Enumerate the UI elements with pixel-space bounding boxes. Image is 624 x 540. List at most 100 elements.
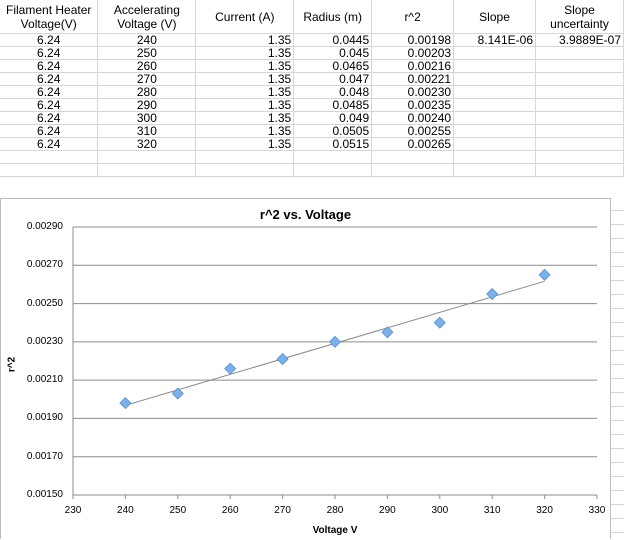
cell[interactable] [453, 72, 536, 86]
cell[interactable]: 0.00255 [371, 124, 455, 138]
data-point[interactable] [119, 397, 132, 410]
data-point[interactable] [486, 287, 499, 301]
cell[interactable]: 1.35 [195, 33, 295, 47]
cell[interactable]: 300 [97, 111, 197, 125]
chart[interactable]: r^2 vs. Voltage r^2 Voltage V 0.00150 0.0… [0, 198, 611, 539]
cell[interactable] [453, 59, 536, 73]
cell[interactable] [535, 46, 624, 60]
cell[interactable] [535, 72, 624, 86]
cell[interactable]: 0.00203 [371, 46, 455, 60]
cell[interactable]: 3.9889E-07 [535, 33, 624, 47]
cell[interactable]: 240 [97, 33, 197, 47]
cell[interactable]: 6.24 [0, 137, 99, 151]
cell[interactable]: 0.00216 [371, 59, 455, 73]
cell[interactable]: 0.045 [293, 46, 373, 60]
header-cell[interactable]: Slope uncertainty [535, 0, 624, 34]
cell[interactable]: 0.00198 [371, 33, 455, 47]
cell[interactable]: 0.0515 [293, 137, 373, 151]
cell[interactable] [371, 163, 455, 177]
cell[interactable] [453, 111, 536, 125]
cell[interactable] [371, 150, 455, 164]
cell[interactable] [0, 163, 99, 177]
cell[interactable]: 6.24 [0, 124, 99, 138]
cell[interactable] [535, 163, 624, 177]
data-point[interactable] [538, 268, 551, 281]
cell[interactable]: 280 [97, 85, 197, 99]
cell[interactable]: 0.049 [293, 111, 373, 125]
cell[interactable] [97, 163, 197, 177]
cell[interactable]: 6.24 [0, 46, 99, 60]
cell[interactable] [535, 137, 624, 151]
cell[interactable] [453, 124, 536, 138]
data-point[interactable] [381, 326, 394, 339]
data-table: Filament Heater Voltage(V) Accelerating … [0, 0, 624, 177]
cell[interactable]: 250 [97, 46, 197, 60]
cell[interactable]: 1.35 [195, 59, 295, 73]
x-tick-label: 300 [431, 505, 449, 516]
table-row: 6.24 260 1.35 0.0465 0.00216 [0, 59, 624, 73]
cell[interactable] [535, 124, 624, 138]
cell[interactable] [453, 98, 536, 112]
data-point[interactable] [276, 353, 289, 366]
cell[interactable]: 1.35 [195, 137, 295, 151]
data-point[interactable] [171, 387, 184, 400]
cell[interactable]: 6.24 [0, 72, 99, 86]
cell[interactable]: 270 [97, 72, 197, 86]
cell[interactable] [535, 59, 624, 73]
cell[interactable]: 0.00221 [371, 72, 455, 86]
cell[interactable]: 6.24 [0, 111, 99, 125]
header-row: Filament Heater Voltage(V) Accelerating … [0, 0, 624, 34]
cell[interactable] [97, 150, 197, 164]
cell[interactable] [195, 150, 295, 164]
cell[interactable]: 6.24 [0, 33, 99, 47]
cell[interactable] [293, 163, 373, 177]
cell[interactable]: 1.35 [195, 124, 295, 138]
cell[interactable] [453, 150, 536, 164]
cell[interactable] [453, 85, 536, 99]
header-cell[interactable]: Slope [453, 0, 536, 34]
cell[interactable]: 310 [97, 124, 197, 138]
data-point[interactable] [433, 316, 446, 329]
cell[interactable]: 6.24 [0, 85, 99, 99]
cell[interactable]: 8.141E-06 [453, 33, 536, 47]
data-point[interactable] [224, 362, 237, 375]
data-point[interactable] [328, 335, 342, 348]
cell[interactable]: 0.00265 [371, 137, 455, 151]
cell[interactable] [0, 150, 99, 164]
cell[interactable]: 0.047 [293, 72, 373, 86]
y-tick-label: 0.00190 [26, 412, 63, 424]
cell[interactable]: 0.00230 [371, 85, 455, 99]
cell[interactable]: 0.0505 [293, 124, 373, 138]
cell[interactable]: 1.35 [195, 72, 295, 86]
cell[interactable]: 1.35 [195, 85, 295, 99]
cell[interactable]: 6.24 [0, 98, 99, 112]
cell[interactable] [535, 111, 624, 125]
cell[interactable]: 6.24 [0, 59, 99, 73]
cell[interactable] [535, 150, 624, 164]
cell[interactable] [453, 46, 536, 60]
cell[interactable]: 0.048 [293, 85, 373, 99]
x-tick-label: 320 [536, 505, 553, 516]
cell[interactable] [453, 137, 536, 151]
cell[interactable] [195, 163, 295, 177]
cell[interactable]: 0.00235 [371, 98, 455, 112]
cell[interactable]: 1.35 [195, 46, 295, 60]
header-cell[interactable]: Accelerating Voltage (V) [97, 0, 197, 34]
cell[interactable]: 0.0485 [293, 98, 373, 112]
cell[interactable]: 260 [97, 59, 197, 73]
cell[interactable]: 320 [97, 137, 197, 151]
cell[interactable] [293, 150, 373, 164]
cell[interactable] [535, 98, 624, 112]
cell[interactable]: 0.0465 [293, 59, 373, 73]
cell[interactable]: 1.35 [195, 111, 295, 125]
cell[interactable] [453, 163, 536, 177]
cell[interactable]: 290 [97, 98, 197, 112]
cell[interactable]: 0.0445 [293, 33, 373, 47]
header-cell[interactable]: Filament Heater Voltage(V) [0, 0, 99, 34]
cell[interactable] [535, 85, 624, 99]
header-cell[interactable]: r^2 [371, 0, 455, 34]
cell[interactable]: 0.00240 [371, 111, 455, 125]
cell[interactable]: 1.35 [195, 98, 295, 112]
header-cell[interactable]: Current (A) [195, 0, 295, 34]
header-cell[interactable]: Radius (m) [293, 0, 373, 34]
